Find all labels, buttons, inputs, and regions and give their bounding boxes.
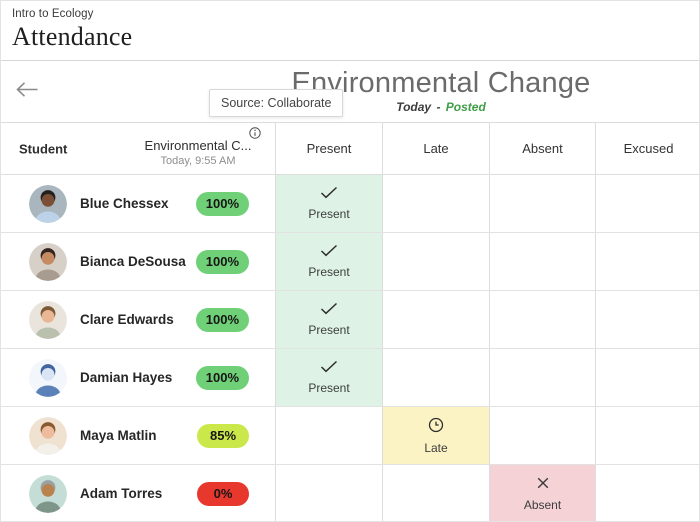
meeting-separator: - bbox=[436, 100, 441, 114]
table-row: Bianca DeSousa 100% Present bbox=[1, 233, 699, 291]
check-icon bbox=[320, 186, 338, 204]
table-row: Maya Matlin 85% Late bbox=[1, 407, 699, 465]
column-student: Student Environmental C... Today, 9:55 A… bbox=[1, 123, 275, 174]
student-name: Clare Edwards bbox=[80, 312, 174, 327]
info-icon[interactable] bbox=[249, 126, 261, 139]
present-cell[interactable] bbox=[275, 407, 382, 464]
present-marked: Present bbox=[276, 349, 382, 406]
table-row: Damian Hayes 100% Present bbox=[1, 349, 699, 407]
avatar bbox=[29, 358, 67, 397]
absent-marked: Absent bbox=[490, 465, 595, 521]
late-cell[interactable] bbox=[382, 175, 489, 232]
breadcrumb-course: Intro to Ecology bbox=[12, 8, 94, 20]
present-cell[interactable]: Present bbox=[275, 233, 382, 290]
student-cell[interactable]: Maya Matlin 85% bbox=[1, 407, 275, 464]
page-title: Attendance bbox=[12, 22, 133, 51]
attendance-score-badge: 100% bbox=[195, 365, 249, 390]
meeting-posted-status: Posted bbox=[445, 100, 486, 114]
attendance-score-badge: 100% bbox=[195, 249, 249, 274]
check-icon bbox=[320, 244, 338, 262]
avatar bbox=[29, 242, 67, 281]
late-cell[interactable] bbox=[382, 349, 489, 406]
status-label: Late bbox=[424, 440, 448, 455]
status-label: Present bbox=[308, 323, 350, 337]
present-marked: Present bbox=[276, 175, 382, 232]
absent-cell[interactable] bbox=[489, 349, 595, 406]
status-label: Present bbox=[308, 207, 350, 221]
table-row: Adam Torres 0% Absent bbox=[1, 465, 699, 521]
avatar bbox=[29, 474, 67, 513]
status-label: Present bbox=[308, 381, 350, 395]
student-name: Maya Matlin bbox=[80, 428, 157, 443]
student-cell[interactable]: Blue Chessex 100% bbox=[1, 175, 275, 232]
check-icon bbox=[320, 302, 338, 320]
meeting-header: Environmental Change Today - Posted Sour… bbox=[1, 61, 699, 123]
absent-cell[interactable] bbox=[489, 233, 595, 290]
meeting-status-line: Today - Posted bbox=[181, 100, 699, 114]
table-header: Student Environmental C... Today, 9:55 A… bbox=[1, 123, 699, 175]
column-student-label: Student bbox=[19, 141, 68, 156]
student-cell[interactable]: Adam Torres 0% bbox=[1, 465, 275, 521]
attendance-score-badge: 100% bbox=[195, 307, 249, 332]
back-button[interactable] bbox=[13, 79, 41, 103]
column-late[interactable]: Late bbox=[382, 123, 489, 174]
excused-cell[interactable] bbox=[595, 407, 699, 464]
attendance-score-badge: 0% bbox=[197, 481, 249, 506]
table-row: Clare Edwards 100% Present bbox=[1, 291, 699, 349]
present-cell[interactable]: Present bbox=[275, 175, 382, 232]
attendance-score-badge: 100% bbox=[195, 191, 249, 216]
student-cell[interactable]: Clare Edwards 100% bbox=[1, 291, 275, 348]
student-cell[interactable]: Damian Hayes 100% bbox=[1, 349, 275, 406]
present-cell[interactable]: Present bbox=[275, 349, 382, 406]
excused-cell[interactable] bbox=[595, 175, 699, 232]
present-cell[interactable] bbox=[275, 465, 382, 521]
absent-cell[interactable] bbox=[489, 407, 595, 464]
attendance-score-badge: 85% bbox=[197, 423, 249, 448]
avatar bbox=[29, 300, 67, 339]
clock-icon bbox=[428, 417, 444, 438]
left-arrow-icon bbox=[15, 82, 39, 101]
present-cell[interactable]: Present bbox=[275, 291, 382, 348]
excused-cell[interactable] bbox=[595, 291, 699, 348]
column-absent[interactable]: Absent bbox=[489, 123, 595, 174]
status-label: Absent bbox=[523, 497, 562, 512]
late-cell[interactable] bbox=[382, 465, 489, 521]
avatar bbox=[29, 184, 67, 223]
x-icon bbox=[536, 476, 550, 495]
table-row: Blue Chessex 100% Present bbox=[1, 175, 699, 233]
avatar bbox=[29, 416, 67, 455]
check-icon bbox=[320, 360, 338, 378]
present-marked: Present bbox=[276, 233, 382, 290]
column-excused[interactable]: Excused bbox=[595, 123, 699, 174]
column-meeting-date: Today, 9:55 AM bbox=[160, 155, 236, 167]
present-marked: Present bbox=[276, 291, 382, 348]
late-marked: Late bbox=[383, 407, 489, 464]
absent-cell[interactable] bbox=[489, 291, 595, 348]
student-cell[interactable]: Bianca DeSousa 100% bbox=[1, 233, 275, 290]
student-name: Damian Hayes bbox=[80, 370, 173, 385]
absent-cell[interactable] bbox=[489, 175, 595, 232]
excused-cell[interactable] bbox=[595, 465, 699, 521]
late-cell[interactable] bbox=[382, 233, 489, 290]
page-header: Intro to Ecology Attendance bbox=[1, 1, 699, 61]
excused-cell[interactable] bbox=[595, 233, 699, 290]
column-present[interactable]: Present bbox=[275, 123, 382, 174]
column-meeting-label: Environmental C... bbox=[144, 138, 252, 153]
student-name: Bianca DeSousa bbox=[80, 254, 186, 269]
absent-cell[interactable]: Absent bbox=[489, 465, 595, 521]
column-meeting[interactable]: Environmental C... Today, 9:55 AM bbox=[127, 124, 269, 167]
meeting-date: Today bbox=[396, 100, 432, 114]
late-cell[interactable]: Late bbox=[382, 407, 489, 464]
student-name: Adam Torres bbox=[80, 486, 163, 501]
student-name: Blue Chessex bbox=[80, 196, 169, 211]
late-cell[interactable] bbox=[382, 291, 489, 348]
source-tooltip: Source: Collaborate bbox=[209, 89, 344, 117]
excused-cell[interactable] bbox=[595, 349, 699, 406]
status-label: Present bbox=[308, 265, 350, 279]
